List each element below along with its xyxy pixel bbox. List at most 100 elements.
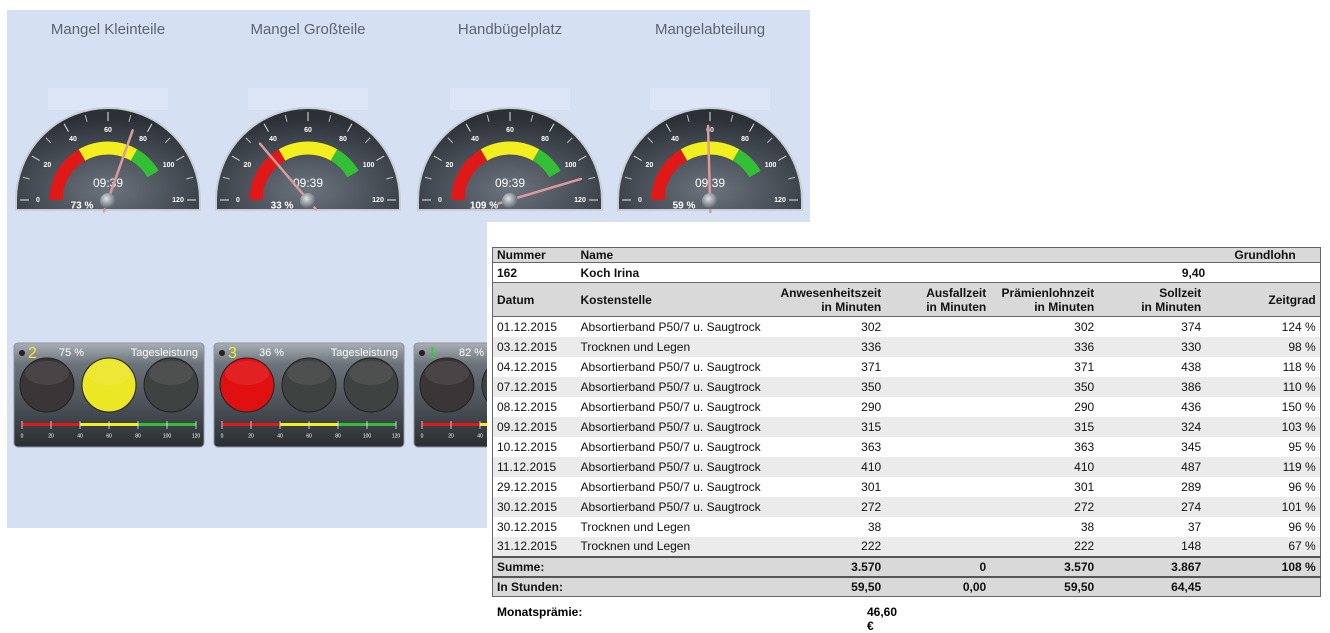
lamp-rank: 2	[28, 345, 37, 362]
gauge-hub	[100, 193, 116, 209]
cell: 336	[990, 337, 1098, 357]
column-header: Kostenstelle	[577, 283, 777, 317]
lamp-scale-label: 0	[421, 433, 424, 439]
cell: 119 %	[1205, 457, 1320, 477]
cell	[885, 377, 990, 397]
cell: 302	[990, 317, 1098, 337]
gauge-hub	[502, 193, 518, 209]
gauge-tick-label: 0	[438, 197, 442, 204]
cell: 04.12.2015	[493, 357, 577, 377]
gauge-tick-label: 80	[339, 136, 347, 143]
gauge-percent: 33 %	[271, 201, 294, 212]
lamp-scale-label: 120	[192, 433, 201, 439]
sum-cell	[1205, 577, 1320, 597]
cell	[885, 337, 990, 357]
cell: 330	[1098, 337, 1205, 357]
gauge-tick-label: 60	[304, 127, 312, 134]
lamp-percent: 82 %	[459, 347, 484, 359]
lamp-scale-label: 80	[335, 433, 341, 439]
bonus-label: Monatsprämie:	[497, 605, 582, 619]
lamp-shine	[425, 361, 469, 385]
header-cell: Nummer	[493, 248, 577, 263]
lamp-scale-label: 60	[106, 433, 112, 439]
cell: 148	[1098, 537, 1205, 557]
sum-cell: 64,45	[1098, 577, 1205, 597]
cell: 290	[777, 397, 886, 417]
table-row: In Stunden:59,500,0059,5064,45	[493, 577, 1321, 597]
cell: 350	[777, 377, 886, 397]
column-header-text: in Minuten	[926, 300, 986, 314]
cell: Trocknen und Legen	[577, 337, 777, 357]
column-header-text: Ausfallzeit	[926, 286, 986, 300]
gauge-tick-label: 120	[574, 197, 586, 204]
lamp-scale-label: 20	[48, 433, 54, 439]
gauge-tick-label: 120	[774, 197, 786, 204]
lamp-scale-label: 80	[135, 433, 141, 439]
cell: 67 %	[1205, 537, 1320, 557]
cell	[885, 317, 990, 337]
bonus-value: 46,60 €	[867, 605, 897, 633]
cell: 30.12.2015	[493, 517, 577, 537]
cell: 101 %	[1205, 497, 1320, 517]
gauge-tick-label: 60	[506, 127, 514, 134]
gauge-tick-label: 60	[104, 127, 112, 134]
cell: 96 %	[1205, 477, 1320, 497]
cell: 386	[1098, 377, 1205, 397]
gauge-tick-label: 40	[671, 136, 679, 143]
cell: 08.12.2015	[493, 397, 577, 417]
cell	[885, 537, 990, 557]
cell: 10.12.2015	[493, 437, 577, 457]
cell: Absortierband P50/7 u. Saugtrock	[577, 497, 777, 517]
column-header: Zeitgrad	[1205, 283, 1320, 317]
table-row: 07.12.2015Absortierband P50/7 u. Saugtro…	[493, 377, 1321, 397]
cell: 436	[1098, 397, 1205, 417]
table-row: 10.12.2015Absortierband P50/7 u. Saugtro…	[493, 437, 1321, 457]
sum-cell: 3.867	[1098, 557, 1205, 577]
column-header-text: Kostenstelle	[581, 293, 652, 307]
column-header-text: in Minuten	[1141, 300, 1201, 314]
gauge-tick-label: 80	[139, 136, 147, 143]
gauge-tick-label: 120	[372, 197, 384, 204]
gauge-tick-label: 100	[163, 162, 175, 169]
table-row: 04.12.2015Absortierband P50/7 u. Saugtro…	[493, 357, 1321, 377]
cell	[885, 417, 990, 437]
cell: 336	[777, 337, 886, 357]
column-header-text: Zeitgrad	[1268, 293, 1315, 307]
gauge-tick-label: 20	[243, 162, 251, 169]
cell: 95 %	[1205, 437, 1320, 457]
lamp-percent: 75 %	[59, 347, 84, 359]
column-header: Ausfallzeitin Minuten	[885, 283, 990, 317]
sum-cell: 0,00	[885, 577, 990, 597]
cell: 410	[777, 457, 886, 477]
gauge-tick-label: 0	[236, 197, 240, 204]
cell: 30.12.2015	[493, 497, 577, 517]
cell	[885, 437, 990, 457]
cell: 301	[777, 477, 886, 497]
cell: 272	[777, 497, 886, 517]
cell	[885, 497, 990, 517]
cell: 110 %	[1205, 377, 1320, 397]
lamp-shine	[349, 361, 393, 385]
sum-cell: 59,50	[777, 577, 886, 597]
cell: 150 %	[1205, 397, 1320, 417]
lamp-scale-label: 0	[221, 433, 224, 439]
lamp-shine	[225, 361, 269, 385]
gauge-glare	[450, 88, 570, 110]
gauge-percent: 109 %	[470, 201, 498, 212]
cell: 38	[777, 517, 886, 537]
cell: 222	[990, 537, 1098, 557]
cell	[885, 477, 990, 497]
cell: Koch Irina	[577, 263, 1099, 283]
gauge-tick-label: 80	[541, 136, 549, 143]
column-header-text: Sollzeit	[1159, 286, 1201, 300]
cell: 274	[1098, 497, 1205, 517]
lamp-scale-label: 20	[248, 433, 254, 439]
lamp-scale-label: 0	[21, 433, 24, 439]
gauge-title: Mangel Großteile	[250, 21, 365, 38]
cell: 345	[1098, 437, 1205, 457]
